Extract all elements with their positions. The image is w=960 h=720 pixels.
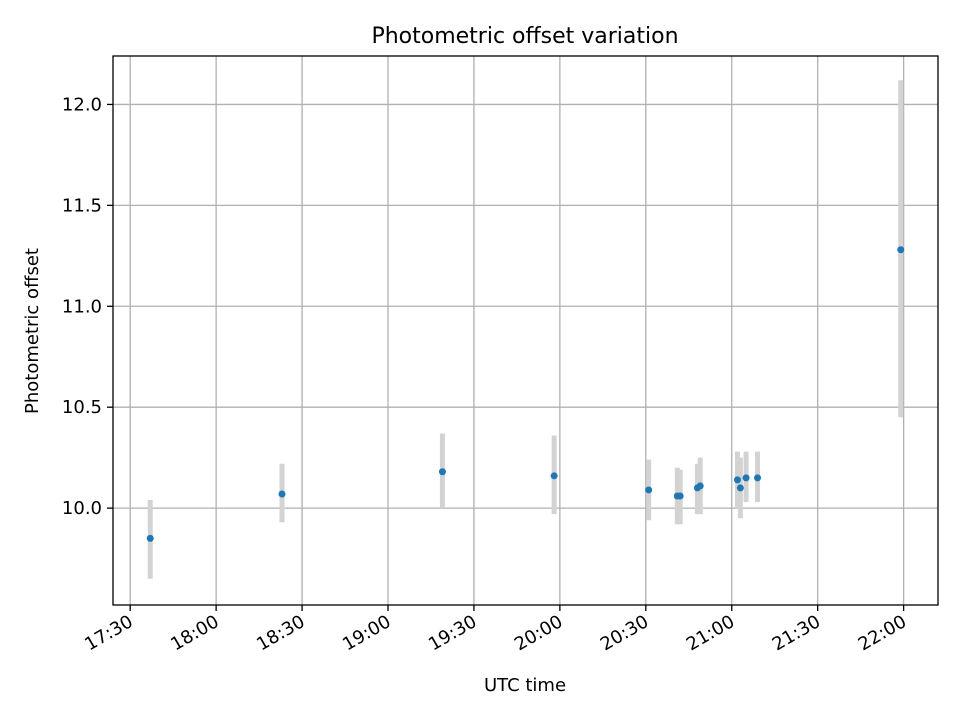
data-point — [645, 486, 653, 494]
data-point — [897, 246, 905, 254]
data-point — [146, 534, 154, 542]
plot-frame — [112, 55, 939, 606]
y-tick-label: 12.0 — [62, 94, 102, 115]
x-tick-label: 21:00 — [683, 611, 738, 655]
y-axis-label: Photometric offset — [22, 248, 43, 414]
x-tick-label: 18:30 — [253, 611, 308, 655]
grid — [113, 56, 938, 605]
y-tick-label: 11.0 — [62, 296, 102, 317]
y-axis-ticks: 10.0 10.5 11.0 11.5 12.0 — [62, 94, 113, 519]
x-axis-label: UTC time — [484, 675, 566, 696]
x-tick-label: 19:00 — [339, 611, 394, 655]
data-point — [754, 474, 762, 482]
data-point — [742, 474, 750, 482]
data-point — [696, 482, 704, 490]
x-tick-label: 21:30 — [769, 611, 824, 655]
x-tick-label: 18:00 — [167, 611, 222, 655]
data-point — [676, 492, 684, 500]
chart-title: Photometric offset variation — [371, 24, 678, 49]
y-tick-label: 11.5 — [62, 195, 102, 216]
y-tick-label: 10.5 — [62, 397, 102, 418]
error-bars — [147, 80, 904, 579]
data-points — [146, 246, 905, 542]
x-tick-label: 20:00 — [511, 611, 566, 655]
data-point — [438, 468, 446, 476]
x-tick-label: 20:30 — [597, 611, 652, 655]
data-point — [550, 472, 558, 480]
data-point — [733, 476, 741, 484]
x-axis-ticks: 17:30 18:00 18:30 19:00 19:30 20:00 20:30 21:00… — [81, 605, 910, 655]
y-tick-label: 10.0 — [62, 498, 102, 519]
data-point — [278, 490, 286, 498]
x-tick-label: 17:30 — [81, 611, 136, 655]
data-point — [736, 484, 744, 492]
x-tick-label: 22:00 — [855, 611, 910, 655]
x-tick-label: 19:30 — [425, 611, 480, 655]
